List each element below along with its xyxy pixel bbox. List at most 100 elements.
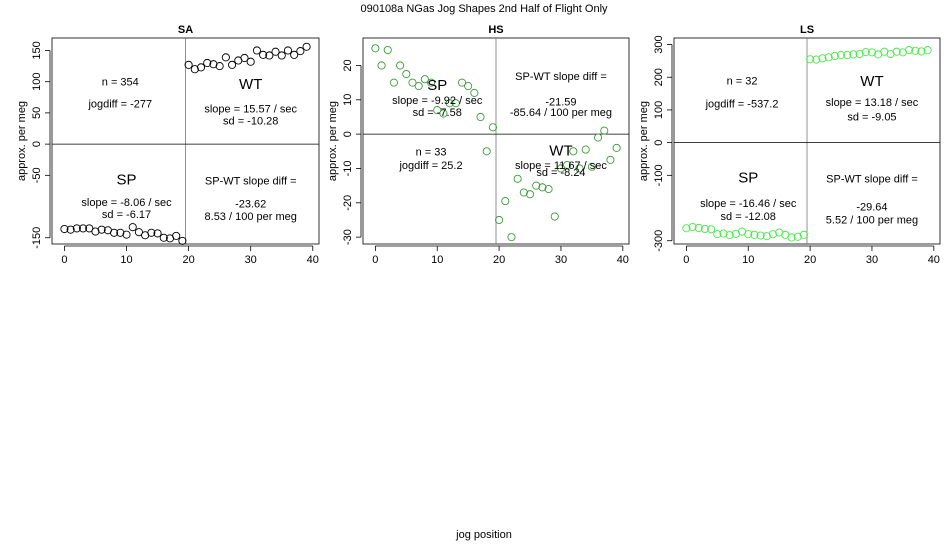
sp-point [159, 233, 168, 242]
y-tick-label: -10 [342, 161, 354, 177]
wt-point [296, 47, 305, 56]
wt-point [843, 50, 852, 60]
sp-sd: sd = -6.17 [102, 209, 151, 221]
wt-point [892, 47, 901, 56]
y-tick-label: 50 [31, 107, 43, 119]
slope-diff-value: -29.64 [856, 201, 887, 213]
y-tick-label: 100 [653, 101, 665, 119]
sp-point [110, 228, 119, 237]
slope-diff-value: -21.59 [545, 97, 576, 109]
wt-point [806, 55, 815, 64]
sp-point [713, 230, 722, 239]
slope-diff-title: SP-WT slope diff = [205, 175, 297, 187]
annotation-n: n = 33 [416, 146, 447, 158]
y-tick-label: 200 [653, 68, 665, 86]
x-tick-label: 40 [307, 254, 319, 266]
sp-sd: sd = -12.08 [721, 211, 776, 223]
wt-point [911, 46, 920, 55]
slope-diff-relative: 5.52 / 100 per meg [826, 214, 918, 226]
wt-point [252, 46, 261, 55]
sp-point [153, 229, 162, 238]
sp-point [72, 224, 81, 233]
wt-point [600, 126, 609, 135]
sp-point [172, 231, 181, 240]
wt-point [606, 155, 615, 164]
wt-point [184, 60, 193, 69]
panel-ls: LS 0 10 20 30 40 -300 -100 0 100 200 300 approx. per… [638, 24, 941, 266]
wt-point [271, 47, 280, 56]
y-tick-label: 300 [653, 35, 665, 53]
wt-point [581, 145, 590, 154]
sp-point [799, 230, 808, 239]
figure-title: 090108a NGas Jog Shapes 2nd Half of Flig… [360, 3, 608, 15]
x-tick-label: 10 [431, 254, 443, 266]
sp-point [60, 224, 69, 234]
panel-hs: HS 0 10 20 30 40 -30 -20 -10 0 10 20 approx. per meg… [327, 24, 630, 266]
panel-sa: SA 0 10 20 30 40 -150 -50 0 50 100 150 approx. per m… [16, 24, 320, 266]
sp-point [178, 236, 187, 245]
wt-point [277, 51, 286, 60]
wt-point [849, 50, 858, 59]
x-tick-label: 0 [683, 254, 689, 266]
sp-point [470, 88, 479, 97]
sp-point [787, 233, 796, 242]
x-tick-label: 30 [866, 254, 878, 266]
wt-point [556, 164, 566, 173]
wt-point [203, 58, 212, 68]
wt-point [905, 46, 914, 55]
sp-point [488, 123, 497, 132]
sp-point [762, 232, 771, 241]
sp-point [725, 231, 734, 240]
wt-slope: slope = 15.57 / sec [204, 104, 297, 116]
x-tick-label: 20 [804, 254, 816, 266]
sp-point [396, 61, 405, 70]
annotation-jogdiff: jogdiff = -537.2 [705, 98, 779, 110]
sp-point [389, 78, 398, 87]
y-tick-label: 100 [31, 73, 43, 91]
annotation-n: n = 354 [102, 77, 139, 89]
sp-point [768, 230, 778, 239]
sp-point [750, 230, 759, 239]
sp-point [756, 231, 765, 240]
wt-point [867, 48, 877, 57]
sp-point [451, 99, 460, 108]
x-tick-label: 20 [182, 254, 194, 266]
wt-point [563, 160, 572, 170]
wt-point [196, 63, 206, 72]
wt-point [917, 47, 926, 56]
wt-point [221, 53, 230, 62]
sp-label: SP [738, 170, 758, 187]
y-axis-label: approx. per meg [638, 101, 650, 181]
wt-point [855, 49, 864, 59]
sp-point [688, 222, 697, 232]
wt-label: WT [860, 73, 883, 90]
annotation-n: n = 32 [727, 76, 758, 88]
wt-point [228, 60, 237, 69]
slope-diff-title: SP-WT slope diff = [515, 71, 607, 83]
y-tick-label: 0 [31, 141, 43, 147]
sp-point [383, 45, 392, 55]
sp-point [371, 44, 380, 53]
wt-sd: sd = -10.28 [223, 115, 278, 127]
wt-point [532, 181, 541, 190]
sp-point [445, 99, 454, 108]
wt-point [215, 62, 224, 71]
x-tick-label: 0 [61, 254, 67, 266]
sp-point [707, 225, 716, 234]
wt-point [861, 48, 870, 57]
wt-point [240, 53, 249, 63]
sp-point [377, 61, 386, 70]
y-tick-label: 0 [342, 131, 354, 137]
sp-point [66, 225, 75, 234]
slope-diff-title: SP-WT slope diff = [826, 174, 918, 186]
y-tick-label: -50 [31, 167, 43, 183]
wt-point [290, 50, 299, 59]
sp-point [457, 78, 467, 87]
sp-point [414, 82, 423, 91]
sp-slope: slope = -16.46 / sec [700, 198, 797, 210]
wt-point [836, 50, 846, 60]
y-tick-label: 10 [342, 94, 354, 106]
wt-point [246, 57, 255, 66]
panel-title: HS [488, 24, 503, 36]
wt-point [812, 55, 821, 64]
